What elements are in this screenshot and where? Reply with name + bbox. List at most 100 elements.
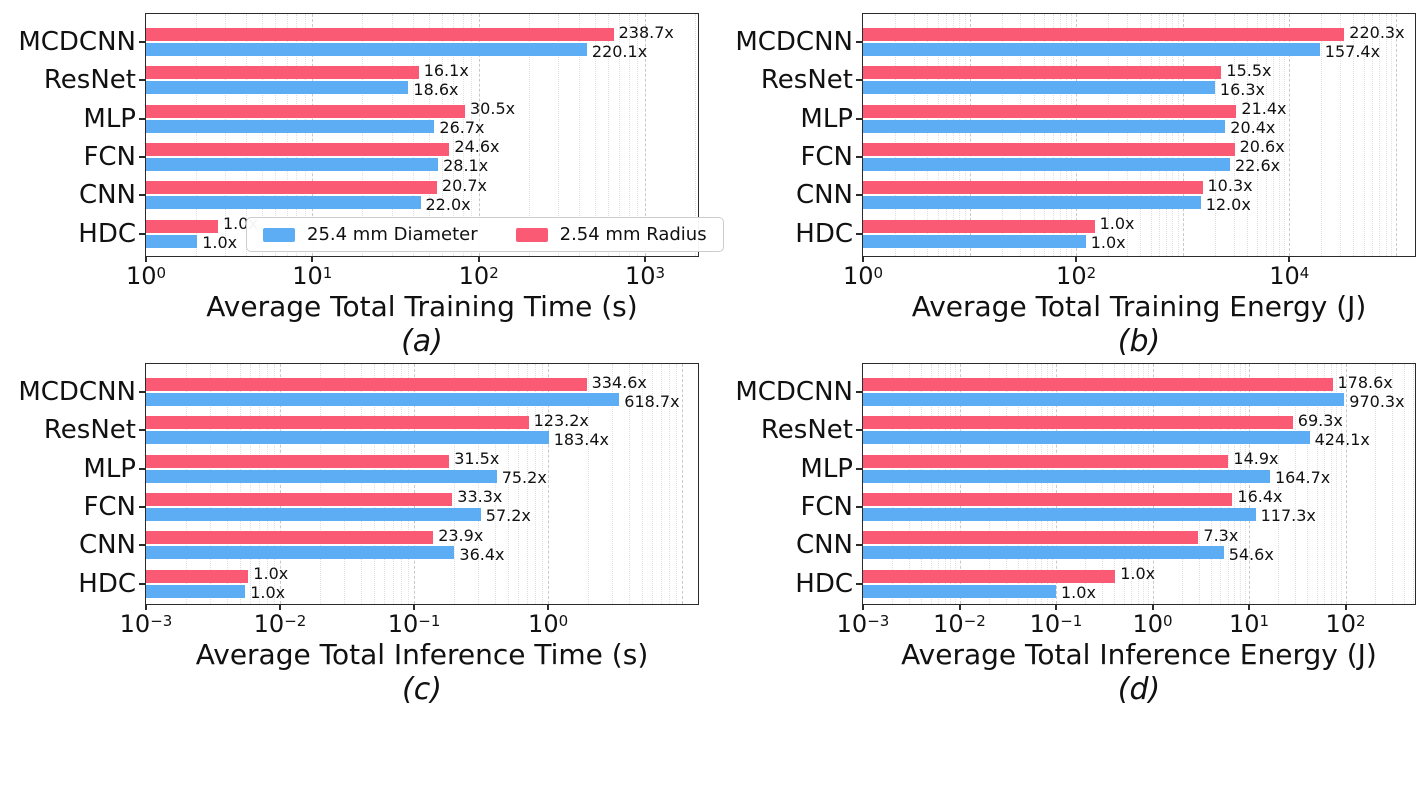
value-label-radius-mlp: 14.9x (1233, 449, 1279, 469)
category-label-mcdcnn: MCDCNN (18, 27, 136, 57)
legend-item-radius: 2.54 mm Radius (515, 224, 707, 245)
gridline-minor (428, 14, 430, 256)
gridline-minor (1044, 14, 1046, 256)
gridline-minor (535, 364, 537, 604)
gridline-minor (320, 364, 322, 604)
bar-radius-mlp (146, 104, 465, 118)
value-label-diameter-resnet: 18.6x (413, 79, 459, 99)
value-label-radius-mcdcnn: 238.7x (618, 22, 674, 42)
bar-radius-hdc (146, 569, 249, 583)
bar-diameter-resnet (863, 431, 1310, 445)
gridline-minor (441, 14, 443, 256)
gridline-minor (921, 364, 923, 604)
value-label-radius-mcdcnn: 220.3x (1349, 22, 1405, 42)
category-tick (856, 117, 862, 120)
value-label-radius-hdc: 1.0x (253, 564, 289, 583)
bar-diameter-cnn (146, 196, 421, 210)
gridline-major (548, 364, 550, 604)
bar-radius-cnn (863, 531, 1199, 545)
gridline-major (1249, 364, 1250, 604)
value-label-radius-cnn: 23.9x (438, 525, 484, 545)
gridline-minor (401, 364, 403, 604)
gridline-major (1182, 14, 1184, 256)
gridline-minor (209, 364, 211, 604)
category-label-hdc: HDC (78, 568, 136, 599)
value-label-radius-fcn: 24.6x (454, 137, 500, 157)
category-tick (856, 232, 862, 235)
value-label-radius-mlp: 21.4x (1241, 99, 1287, 119)
category-label-hdc: HDC (78, 218, 136, 249)
gridline-minor (1284, 14, 1286, 256)
category-tick (139, 505, 145, 508)
gridline-minor (1017, 364, 1019, 604)
gridline-minor (1257, 14, 1259, 256)
category-tick (139, 391, 145, 393)
x-tick-label: 10−2 (933, 610, 986, 638)
gridline-minor (1324, 364, 1326, 604)
category-tick (856, 41, 862, 43)
x-axis-tick (547, 604, 550, 611)
category-tick (139, 194, 145, 197)
bar-diameter-mlp (863, 119, 1226, 133)
gridline-minor (988, 364, 990, 604)
gridline-major (1345, 364, 1347, 604)
gridline-minor (1340, 14, 1342, 256)
value-label-radius-resnet: 16.1x (423, 60, 469, 80)
x-axis-tick (862, 604, 864, 611)
gridline-minor (1071, 14, 1073, 256)
category-tick (856, 544, 862, 547)
gridline-minor (507, 364, 509, 604)
gridline-minor (1005, 364, 1007, 604)
value-label-radius-hdc: 1.0x (1120, 564, 1156, 583)
gridline-major (1152, 364, 1154, 604)
gridline-minor (1143, 364, 1145, 604)
x-tick-label: 100 (842, 262, 884, 290)
gridline-minor (1246, 14, 1248, 256)
gridline-minor (1278, 364, 1280, 604)
gridline-minor (196, 14, 198, 256)
value-label-radius-cnn: 20.7x (441, 175, 487, 195)
gridline-minor (259, 364, 261, 604)
category-tick (856, 582, 862, 585)
gridline-minor (267, 364, 268, 604)
category-tick (139, 467, 145, 470)
category-tick (139, 232, 145, 235)
gridline-major (414, 364, 416, 604)
gridline-minor (913, 14, 915, 256)
value-label-diameter-hdc: 1.0x (1061, 583, 1096, 602)
gridline-minor (518, 364, 520, 604)
bar-radius-cnn (146, 531, 434, 545)
gridline-minor (304, 14, 306, 256)
gridline-minor (608, 14, 610, 256)
gridline-minor (1214, 14, 1216, 256)
value-label-radius-mcdcnn: 178.6x (1337, 372, 1393, 392)
gridline-minor (1166, 14, 1168, 256)
value-label-radius-resnet: 69.3x (1297, 410, 1343, 430)
category-label-cnn: CNN (78, 180, 136, 211)
gridline-minor (1234, 364, 1236, 604)
gridline-major (312, 14, 314, 256)
category-label-fcn: FCN (83, 491, 136, 522)
gridline-minor (1379, 14, 1381, 256)
gridline-minor (246, 14, 248, 256)
category-label-mlp: MLP (800, 103, 853, 134)
gridline-minor (1272, 14, 1274, 256)
gridline-minor (1210, 364, 1212, 604)
x-tick-label: 100 (1132, 610, 1173, 638)
category-tick (856, 79, 862, 82)
legend-swatch-diameter (263, 227, 295, 242)
gridline-minor (945, 14, 947, 256)
gridline-minor (393, 364, 395, 604)
bar-radius-mlp (863, 104, 1237, 118)
gridline-minor (494, 364, 496, 604)
panel-caption: (b) (1117, 324, 1161, 359)
gridline-minor (895, 14, 897, 256)
value-label-radius-cnn: 10.3x (1207, 175, 1253, 195)
gridline-minor (588, 364, 590, 604)
gridline-major (645, 14, 646, 256)
gridline-minor (286, 14, 288, 256)
x-tick-label: 100 (528, 610, 569, 638)
panel-caption: (d) (1117, 672, 1161, 707)
category-label-fcn: FCN (800, 491, 853, 522)
